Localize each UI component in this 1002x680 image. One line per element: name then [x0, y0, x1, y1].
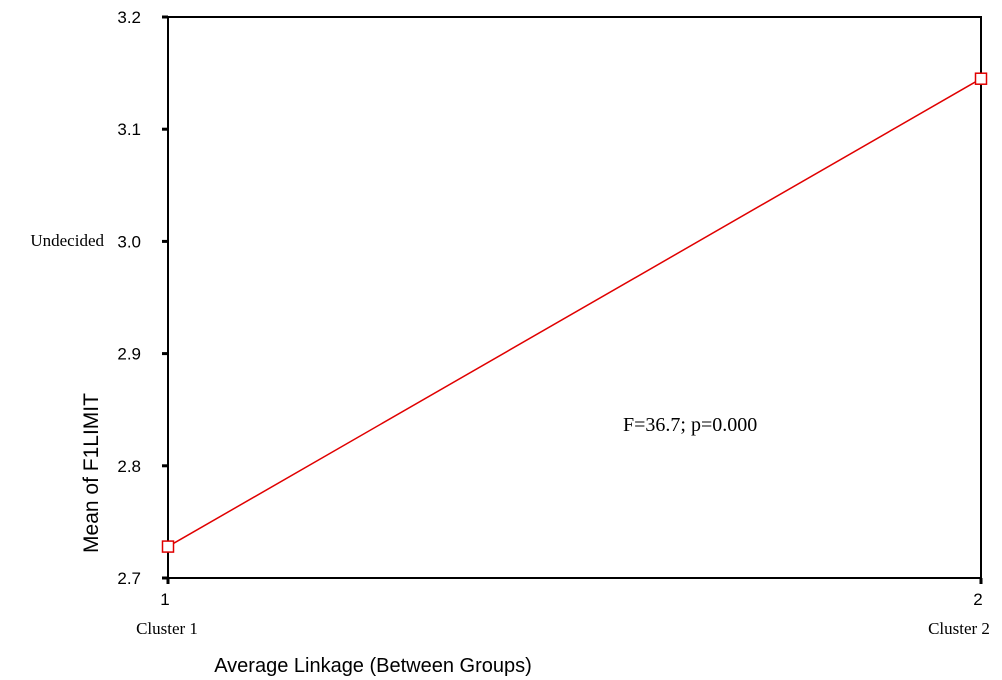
y-axis: 2.7 2.8 2.9 3.0 3.1 3.2 — [117, 8, 168, 588]
y-tick-label: 3.2 — [117, 8, 141, 27]
x-tick-label: 2 — [973, 590, 982, 609]
y-tick-label: 2.9 — [117, 345, 141, 364]
series-group — [161, 72, 988, 553]
y-reference-label: Undecided — [30, 231, 104, 250]
y-tick-label: 2.8 — [117, 457, 141, 476]
data-point-marker — [161, 540, 175, 553]
stat-annotation: F=36.7; p=0.000 — [623, 414, 757, 436]
x-category-label: Cluster 1 — [136, 619, 198, 638]
y-axis-title: Mean of F1LIMIT — [80, 393, 103, 553]
y-tick-label: 3.1 — [117, 120, 141, 139]
plot-frame — [167, 16, 982, 579]
series-line — [167, 78, 982, 548]
data-point-marker — [974, 72, 988, 85]
y-tick-label: 2.7 — [117, 569, 141, 588]
y-tick-label: 3.0 — [117, 232, 141, 251]
x-axis-title: Average Linkage (Between Groups) — [214, 655, 532, 677]
x-tick-label: 1 — [160, 590, 169, 609]
x-category-label: Cluster 2 — [928, 619, 990, 638]
x-axis: 1 Cluster 1 2 Cluster 2 — [136, 578, 990, 638]
